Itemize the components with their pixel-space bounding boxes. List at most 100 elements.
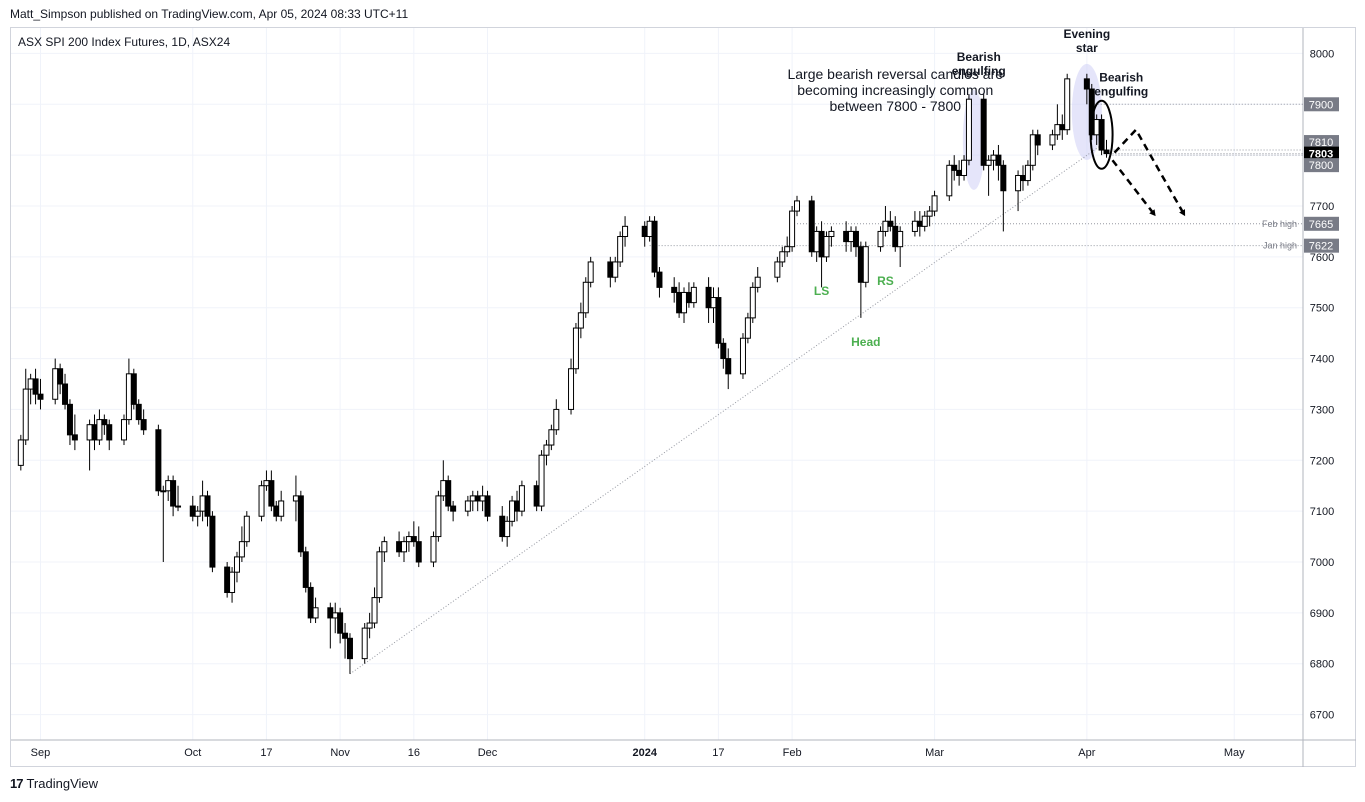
- time-tick-label: 16: [408, 747, 420, 759]
- candle-body: [710, 297, 717, 309]
- candle-body: [337, 612, 344, 634]
- candle: [646, 216, 653, 242]
- time-tick-label: 17: [712, 747, 724, 759]
- candle: [204, 490, 211, 527]
- candle: [725, 348, 732, 390]
- candle-body: [538, 454, 545, 507]
- candle: [155, 424, 162, 496]
- candle: [1103, 139, 1110, 158]
- candle-body: [381, 541, 388, 553]
- candle-body: [828, 230, 835, 238]
- candle: [1019, 165, 1026, 191]
- price-tick-label: 7500: [1310, 303, 1334, 315]
- candle-body: [1098, 119, 1105, 151]
- candle: [312, 597, 319, 624]
- candle: [641, 221, 648, 247]
- candle: [818, 221, 825, 288]
- candle: [160, 485, 167, 562]
- candle: [1083, 73, 1090, 105]
- candle: [415, 526, 422, 568]
- candle: [995, 144, 1002, 181]
- time-tick-label: Mar: [925, 747, 944, 759]
- candle-body: [1093, 119, 1100, 136]
- price-tick-label: 7200: [1310, 455, 1334, 467]
- candle-body: [62, 383, 69, 405]
- candle: [705, 277, 712, 323]
- candle: [926, 206, 933, 227]
- candle: [877, 226, 884, 252]
- price-tag-label: 7622: [1309, 241, 1333, 253]
- candle-body: [641, 225, 648, 238]
- candle: [504, 516, 511, 547]
- candle-body: [1019, 174, 1026, 182]
- candle-body: [450, 505, 457, 512]
- candle: [1024, 160, 1031, 186]
- candle-body: [479, 495, 486, 502]
- candle-body: [676, 291, 683, 314]
- candle-body: [1024, 164, 1031, 182]
- candle-body: [965, 98, 972, 161]
- tradingview-brand: TradingView: [26, 776, 99, 791]
- candle-body: [685, 291, 692, 304]
- candle-body: [754, 276, 761, 288]
- candle: [956, 160, 963, 186]
- candle-body: [857, 246, 864, 283]
- candle-body: [332, 612, 339, 619]
- candle: [961, 155, 968, 181]
- annotation-text: LS: [814, 284, 829, 298]
- price-tick-label: 6900: [1310, 608, 1334, 620]
- candle-body: [587, 261, 594, 283]
- candle: [587, 256, 594, 288]
- candle-body: [823, 236, 830, 258]
- candle: [774, 256, 781, 283]
- candle-body: [1083, 78, 1090, 90]
- candle: [263, 470, 270, 491]
- candle-body: [410, 536, 417, 543]
- arrowhead: [1149, 209, 1156, 217]
- candle-body: [32, 378, 39, 395]
- candle-body: [91, 424, 98, 441]
- candle-body: [430, 536, 437, 563]
- candle: [337, 607, 344, 644]
- candle-body: [720, 342, 727, 360]
- candle: [27, 373, 34, 405]
- candle-body: [435, 495, 442, 538]
- candle-body: [86, 424, 93, 441]
- candle-body: [553, 408, 560, 431]
- candle-body: [170, 480, 177, 507]
- price-tag: [1304, 97, 1339, 112]
- time-tick-label: 2024: [632, 747, 657, 759]
- candle-body: [120, 419, 127, 441]
- candle-body: [376, 551, 383, 599]
- candle: [371, 587, 378, 629]
- candle-body: [681, 291, 688, 314]
- annotation-text: engulfing: [1094, 84, 1148, 98]
- candle: [189, 495, 196, 522]
- candle-body: [243, 515, 250, 543]
- candle-body: [175, 505, 182, 508]
- candle: [130, 368, 137, 410]
- candle: [62, 373, 69, 410]
- candle: [862, 241, 869, 288]
- candle-body: [346, 637, 353, 660]
- time-tick-label: 17: [260, 747, 272, 759]
- candle: [396, 531, 403, 557]
- candle: [361, 623, 368, 664]
- candle: [685, 282, 692, 308]
- candle: [170, 475, 177, 517]
- candle: [946, 160, 953, 201]
- tradingview-footer[interactable]: 17 TradingView: [10, 776, 98, 791]
- candle-body: [617, 236, 624, 263]
- pattern-highlight: [1071, 63, 1102, 160]
- candle-body: [892, 225, 899, 248]
- candle: [224, 562, 231, 598]
- candle: [857, 241, 864, 318]
- candle: [1034, 129, 1041, 156]
- chart-title: ASX SPI 200 Index Futures, 1D, ASX24: [18, 35, 230, 49]
- candle: [916, 211, 923, 237]
- candle-body: [96, 419, 103, 441]
- candle-body: [484, 495, 491, 517]
- candle-body: [843, 230, 850, 243]
- candle-body: [1054, 124, 1061, 136]
